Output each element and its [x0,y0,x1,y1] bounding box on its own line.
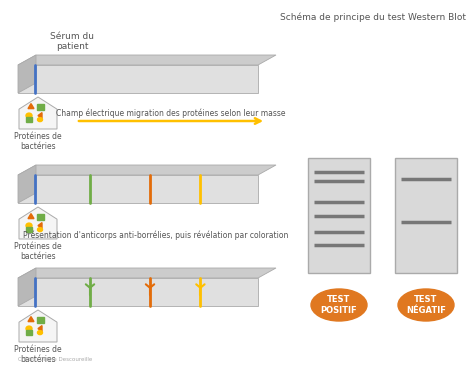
Text: Champ électrique migration des protéines selon leur masse: Champ électrique migration des protéines… [56,109,286,118]
Polygon shape [18,55,276,65]
Polygon shape [38,113,42,118]
Polygon shape [38,326,42,332]
Polygon shape [19,97,57,129]
Polygon shape [38,223,42,229]
Bar [37,104,44,110]
Ellipse shape [26,223,32,228]
Text: Schéma de principe du test Western Blot: Schéma de principe du test Western Blot [280,12,466,21]
Text: Sérum du
patient: Sérum du patient [50,32,94,51]
FancyBboxPatch shape [308,158,370,273]
Ellipse shape [311,289,367,321]
Bar [26,330,32,335]
Bar [26,117,32,121]
Polygon shape [18,268,36,306]
Text: Protéines de
bactéries: Protéines de bactéries [14,242,62,261]
Ellipse shape [26,113,32,118]
Text: TEST
POSITIF: TEST POSITIF [321,295,357,315]
Polygon shape [18,175,258,203]
Polygon shape [19,310,57,342]
Bar [37,213,44,220]
Ellipse shape [26,326,32,331]
Ellipse shape [37,330,43,335]
Bar [26,227,32,231]
Polygon shape [28,316,34,322]
Polygon shape [19,207,57,239]
Polygon shape [18,55,36,93]
Polygon shape [28,213,34,219]
FancyBboxPatch shape [395,158,457,273]
Polygon shape [18,268,276,278]
Text: Présentation d'anticorps anti-borrélies, puis révélation par coloration: Présentation d'anticorps anti-borrélies,… [23,231,289,241]
Text: Crédit : Celine Descoureille: Crédit : Celine Descoureille [18,357,92,362]
Text: Protéines de
bactéries: Protéines de bactéries [14,345,62,364]
Text: TEST
NÉGATIF: TEST NÉGATIF [406,295,446,315]
Ellipse shape [37,118,43,121]
Polygon shape [18,278,258,306]
Polygon shape [28,104,34,109]
Ellipse shape [398,289,454,321]
Text: Protéines de
bactéries: Protéines de bactéries [14,132,62,151]
Bar [37,316,44,323]
Polygon shape [18,65,258,93]
Ellipse shape [37,227,43,231]
Polygon shape [18,165,276,175]
Polygon shape [18,165,36,203]
